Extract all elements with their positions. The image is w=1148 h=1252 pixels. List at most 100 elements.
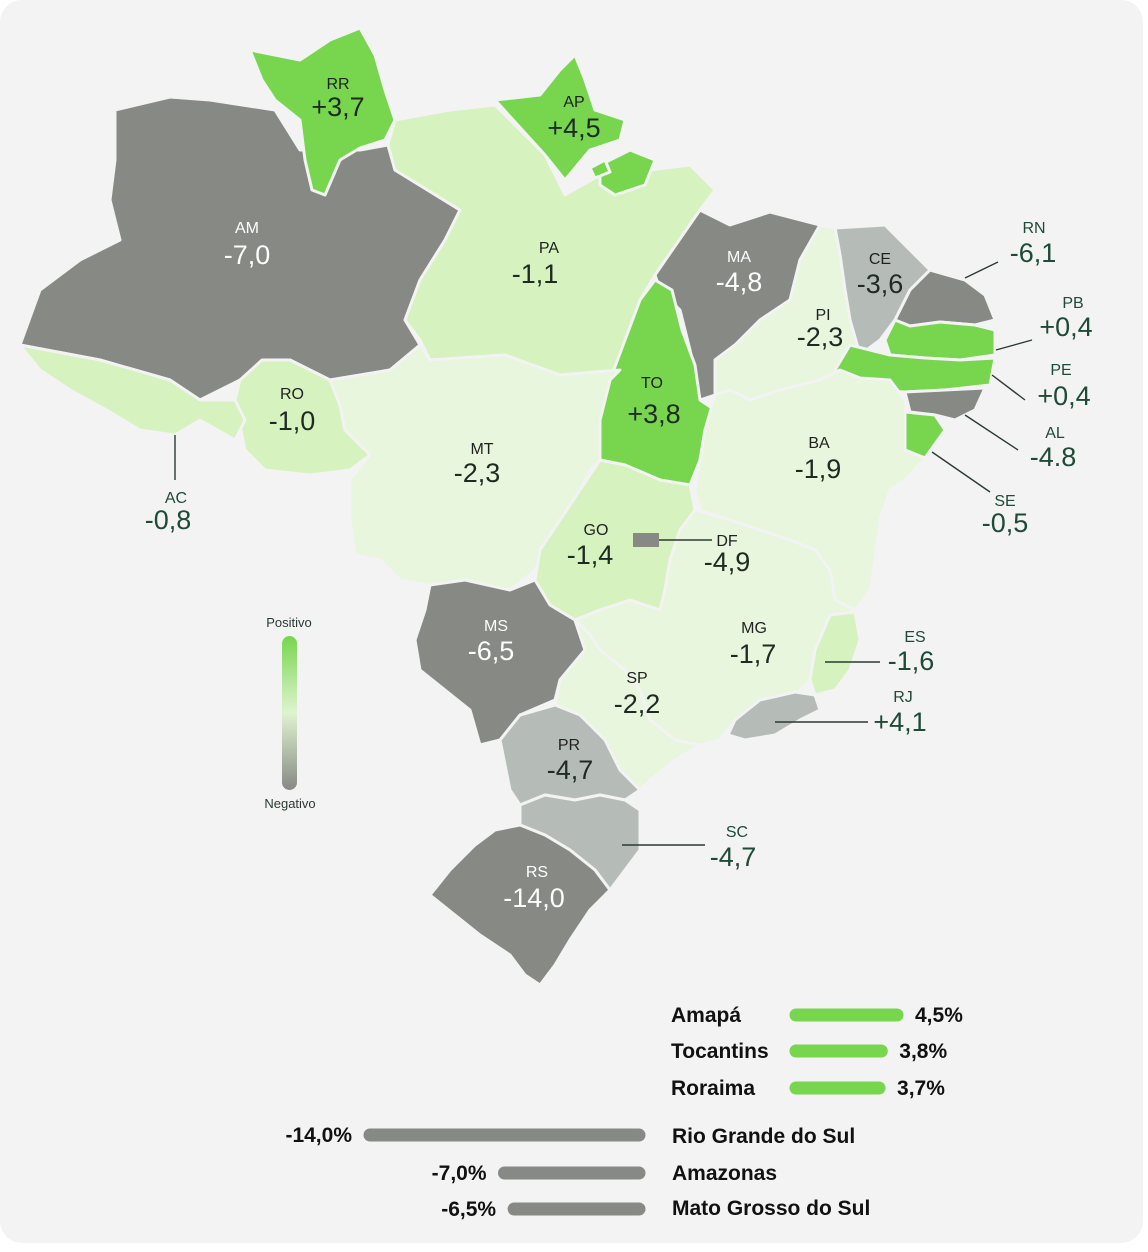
code-am: AM [235, 220, 259, 237]
code-rj: RJ [893, 689, 913, 706]
value-ba: -1,9 [795, 454, 842, 484]
value-mg: -1,7 [730, 639, 777, 669]
value-am: -7,0 [224, 240, 271, 270]
value-go: -1,4 [567, 540, 614, 570]
state-ms[interactable] [413, 578, 587, 747]
label-ac: AC -0,8 [145, 490, 192, 535]
code-pe: PE [1050, 362, 1071, 379]
label-pr: PR -4,7 [547, 737, 594, 785]
legend-gradient-bar [282, 636, 297, 790]
value-ms: -6,5 [468, 636, 515, 666]
label-rs: RS -14,0 [503, 864, 565, 913]
state-ap[interactable] [493, 53, 627, 182]
value-df: -4,9 [704, 547, 751, 577]
code-to: TO [641, 375, 663, 392]
leader-pb [995, 339, 1033, 351]
rank-pos-name-2: Tocantins [671, 1040, 769, 1063]
label-ro: RO -1,0 [269, 386, 316, 436]
code-mt: MT [470, 441, 493, 458]
value-ro: -1,0 [269, 406, 316, 436]
value-ac: -0,8 [145, 505, 192, 535]
ranking-positive: Amapá 4,5% Tocantins 3,8% Roraima 3,7% [671, 1004, 963, 1100]
code-ce: CE [869, 251, 891, 268]
value-sp: -2,2 [614, 689, 661, 719]
leader-al [964, 414, 1019, 451]
code-pa: PA [539, 240, 559, 257]
label-to: TO +3,8 [627, 375, 680, 429]
value-pa: -1,1 [512, 259, 559, 289]
state-pb[interactable] [883, 318, 997, 362]
rank-neg-value-2: -7,0% [432, 1162, 487, 1185]
label-ma: MA -4,8 [716, 249, 763, 297]
code-sp: SP [626, 670, 647, 687]
code-go: GO [584, 522, 609, 539]
value-es: -1,6 [888, 646, 935, 676]
label-pe: PE +0,4 [1037, 362, 1090, 411]
label-pa: PA -1,1 [512, 240, 560, 289]
color-legend: Positivo Negativo [264, 615, 315, 811]
rank-neg-value-3: -6,5% [441, 1198, 496, 1221]
rank-pos-value-2: 3,8% [899, 1040, 947, 1063]
rank-pos-name-1: Amapá [671, 1004, 741, 1027]
label-ce: CE -3,6 [857, 251, 904, 299]
code-rn: RN [1022, 220, 1045, 237]
rank-neg-name-1: Rio Grande do Sul [672, 1125, 855, 1148]
rank-pos-value-1: 4,5% [915, 1004, 963, 1027]
value-pr: -4,7 [547, 755, 594, 785]
value-ma: -4,8 [716, 267, 763, 297]
label-rj: RJ +4,1 [873, 689, 926, 737]
value-ce: -3,6 [857, 269, 904, 299]
label-pb: PB +0,4 [1039, 295, 1092, 342]
legend-top-label: Positivo [266, 615, 312, 630]
rank-pos-name-3: Roraima [671, 1077, 755, 1100]
legend-bottom-label: Negativo [264, 796, 315, 811]
label-sp: SP -2,2 [614, 670, 661, 719]
value-rr: +3,7 [311, 92, 364, 122]
value-ap: +4,5 [547, 113, 600, 143]
value-pe: +0,4 [1037, 381, 1090, 411]
value-to: +3,8 [627, 399, 680, 429]
code-al: AL [1045, 425, 1065, 442]
value-sc: -4,7 [710, 842, 757, 872]
label-sc: SC -4,7 [710, 824, 757, 872]
state-rr[interactable] [248, 26, 397, 197]
label-mg: MG -1,7 [730, 620, 777, 669]
label-al: AL -4.8 [1030, 425, 1077, 472]
state-ac[interactable] [18, 343, 247, 442]
code-se: SE [994, 493, 1015, 510]
code-sc: SC [726, 824, 748, 841]
code-rr: RR [326, 76, 349, 93]
state-df[interactable] [633, 533, 659, 547]
code-pr: PR [558, 737, 580, 754]
label-mt: MT -2,3 [454, 441, 501, 488]
label-ba: BA -1,9 [795, 435, 842, 484]
state-rj[interactable] [726, 690, 822, 742]
value-se: -0,5 [982, 508, 1029, 538]
state-ap-island [598, 148, 657, 197]
code-pi: PI [815, 307, 830, 324]
label-rr: RR +3,7 [311, 76, 364, 122]
state-sp[interactable] [553, 618, 702, 792]
label-es: ES -1,6 [888, 629, 935, 676]
state-ap-island-small [588, 158, 612, 180]
state-es[interactable] [808, 610, 862, 697]
leader-pe [991, 374, 1026, 401]
label-pi: PI -2,3 [797, 307, 844, 352]
label-se: SE -0,5 [982, 493, 1029, 538]
label-go: GO -1,4 [567, 522, 614, 570]
label-rn: RN -6,1 [1010, 220, 1057, 268]
code-ro: RO [280, 386, 304, 403]
code-ap: AP [563, 94, 584, 111]
value-al: -4.8 [1030, 442, 1077, 472]
value-mt: -2,3 [454, 458, 501, 488]
rank-neg-name-3: Mato Grosso do Sul [672, 1197, 870, 1220]
label-ms: MS -6,5 [468, 618, 515, 666]
state-rs[interactable] [428, 823, 612, 987]
value-rj: +4,1 [873, 707, 926, 737]
code-ms: MS [484, 618, 508, 635]
leader-se [931, 451, 991, 493]
value-rn: -6,1 [1010, 238, 1057, 268]
code-ma: MA [727, 249, 751, 266]
